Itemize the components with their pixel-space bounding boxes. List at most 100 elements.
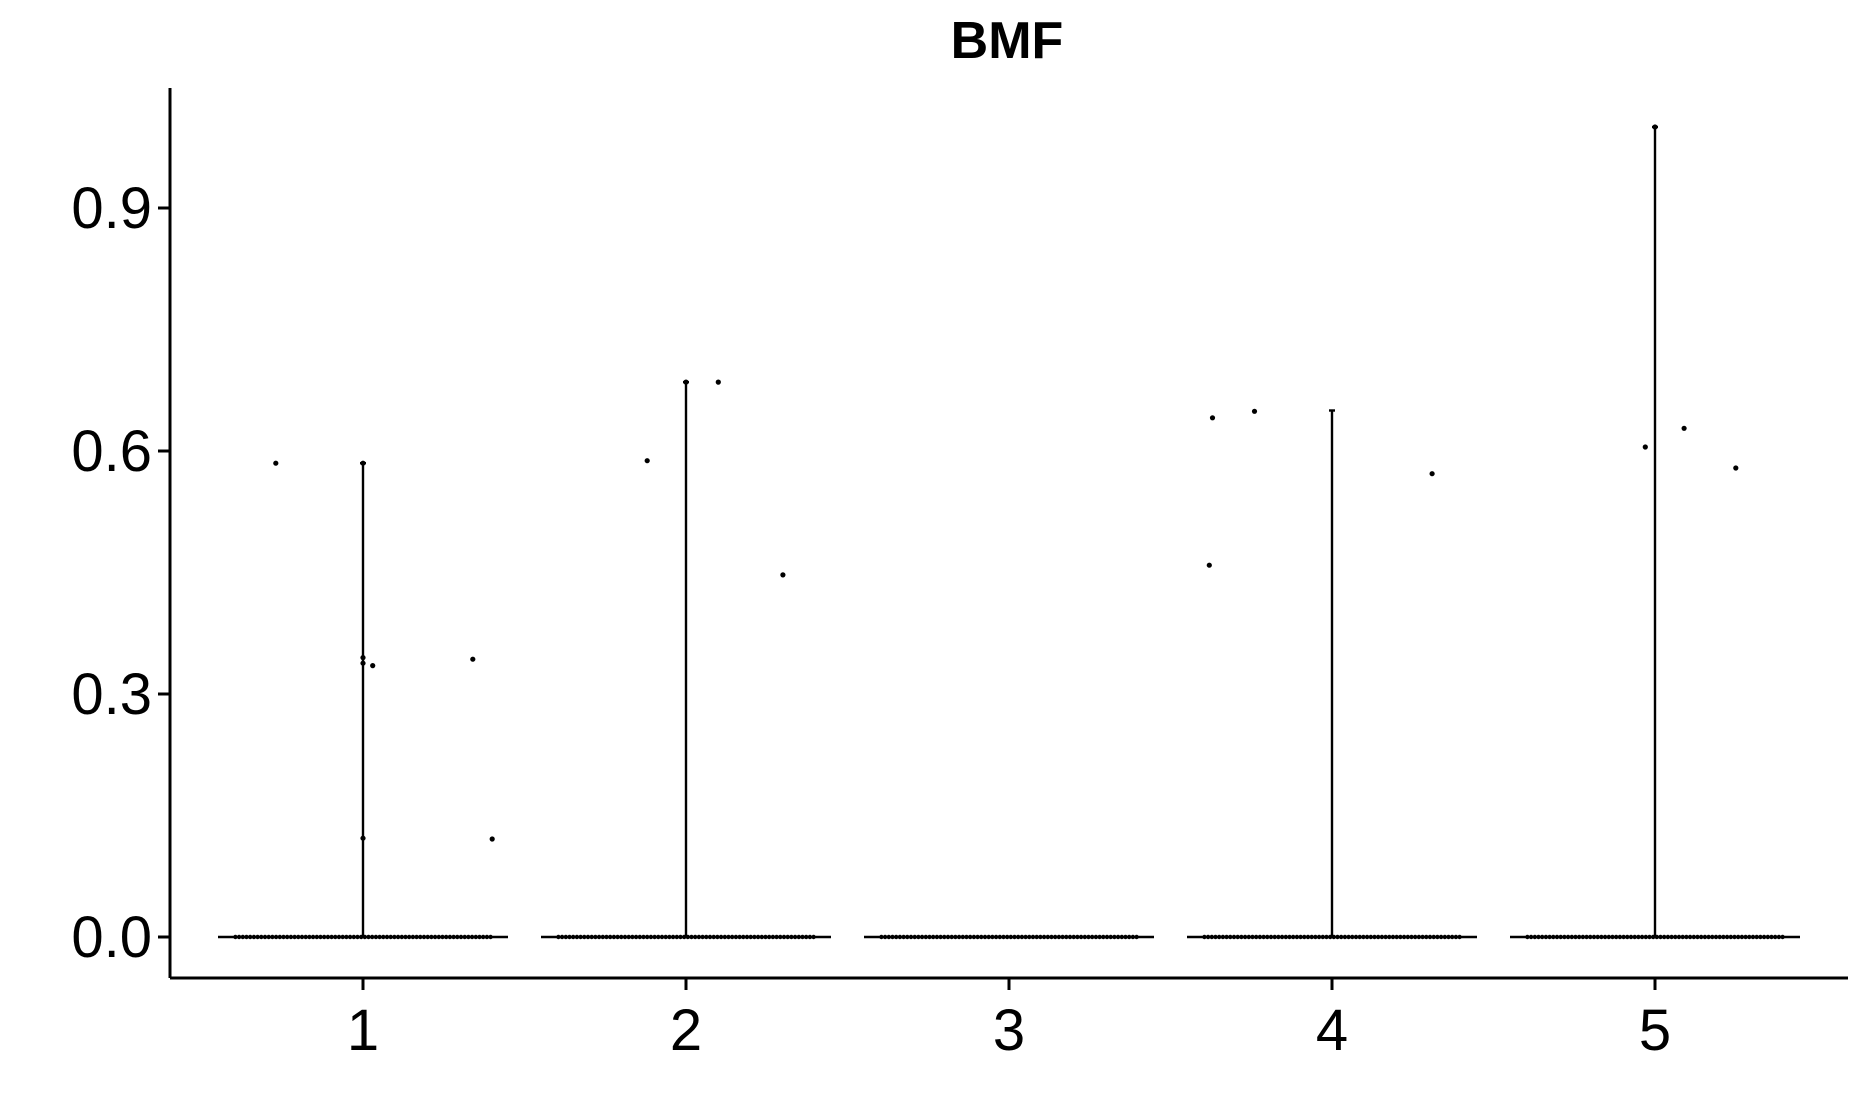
- data-point-zero: [351, 934, 356, 940]
- data-point-zero: [444, 934, 449, 940]
- data-point-zero: [916, 934, 921, 940]
- data-point-zero: [630, 934, 635, 940]
- data-point-zero: [1217, 934, 1222, 940]
- data-point-zero: [674, 934, 679, 940]
- data-point-zero: [1754, 934, 1759, 940]
- data-point-zero: [318, 934, 323, 940]
- data-point-zero: [1665, 934, 1671, 940]
- data-point-zero: [763, 934, 768, 940]
- data-point-zero: [1302, 934, 1307, 940]
- data-point-zero: [894, 934, 899, 940]
- data-point-zero: [1780, 934, 1785, 940]
- data-point-zero: [1071, 934, 1076, 940]
- data-point-zero: [1235, 934, 1240, 940]
- data-point-zero: [1361, 934, 1366, 940]
- data-point-zero: [567, 934, 572, 940]
- data-point-zero: [1390, 934, 1396, 940]
- data-point-zero: [473, 934, 478, 940]
- data-point-zero: [767, 934, 772, 940]
- data-point-zero: [1595, 934, 1600, 940]
- data-point-zero: [619, 934, 624, 940]
- data-point-zero: [1309, 934, 1314, 940]
- data-point-zero: [1265, 934, 1270, 940]
- data-point-zero: [1632, 934, 1637, 940]
- data-point-zero: [986, 934, 991, 940]
- data-point-zero: [1064, 934, 1069, 940]
- data-point-zero: [1209, 934, 1215, 940]
- data-point-zero: [1621, 934, 1626, 940]
- data-point-zero: [1606, 934, 1612, 940]
- data-point-zero: [1654, 934, 1660, 940]
- data-point-zero: [1287, 934, 1292, 940]
- data-point-zero: [1202, 934, 1207, 940]
- data-point-zero: [255, 934, 260, 940]
- data-point: [470, 656, 476, 662]
- data-point-zero: [403, 934, 408, 940]
- data-point-zero: [1075, 934, 1080, 940]
- data-point-zero: [1108, 934, 1113, 940]
- data-point-zero: [296, 934, 301, 940]
- data-point-zero: [1335, 934, 1340, 940]
- chart-title: BMF: [951, 12, 1064, 70]
- data-point-zero: [807, 934, 813, 940]
- data-point-zero: [1413, 934, 1418, 940]
- data-point-zero: [1636, 934, 1641, 940]
- data-point-zero: [968, 934, 973, 940]
- data-point-zero: [1695, 934, 1700, 940]
- data-point-zero: [1409, 934, 1414, 940]
- data-point-zero: [1239, 934, 1244, 940]
- data-point-zero: [1710, 934, 1715, 940]
- data-point-zero: [432, 934, 438, 940]
- data-point-zero: [1279, 934, 1285, 940]
- data-point-zero: [1427, 934, 1433, 940]
- data-point-zero: [469, 934, 475, 940]
- data-point-zero: [1453, 934, 1459, 940]
- data-point-zero: [1684, 934, 1689, 940]
- data-point: [1209, 415, 1216, 421]
- data-point-zero: [1717, 934, 1722, 940]
- data-point-zero: [1758, 934, 1763, 940]
- data-point-zero: [1540, 934, 1545, 940]
- data-point-zero: [1034, 934, 1039, 940]
- data-point-zero: [741, 934, 746, 940]
- y-tick-label: 0.6: [71, 419, 152, 484]
- data-point-zero: [1773, 934, 1778, 940]
- data-point-zero: [1313, 934, 1318, 940]
- data-point-zero: [770, 934, 776, 940]
- data-point-zero: [715, 934, 720, 940]
- data-point-zero: [1435, 934, 1440, 940]
- data-point-zero: [1736, 934, 1741, 940]
- data-point: [1429, 471, 1435, 477]
- y-tick-label: 0.0: [71, 905, 152, 970]
- data-point-zero: [1272, 934, 1277, 940]
- data-point-zero: [1643, 934, 1649, 940]
- data-point-zero: [1765, 934, 1771, 940]
- data-point-zero: [429, 934, 434, 940]
- data-point-zero: [648, 934, 654, 940]
- data-point-zero: [1250, 934, 1255, 940]
- data-point-zero: [1442, 934, 1448, 940]
- data-point-zero: [384, 934, 390, 940]
- data-point-zero: [645, 934, 650, 940]
- data-point-zero: [1053, 934, 1058, 940]
- data-point-zero: [582, 934, 587, 940]
- data-point-zero: [1398, 934, 1403, 940]
- data-point-zero: [307, 934, 312, 940]
- data-point-zero: [1617, 934, 1623, 940]
- data-point-zero: [1577, 934, 1582, 940]
- data-point-zero: [373, 934, 379, 940]
- data-point-zero: [748, 934, 753, 940]
- data-point-zero: [421, 934, 427, 940]
- data-point-zero: [811, 934, 816, 940]
- data-point-zero: [370, 934, 375, 940]
- data-point-zero: [781, 934, 787, 940]
- data-point-zero: [251, 934, 257, 940]
- data-point-zero: [890, 934, 895, 940]
- data-point-zero: [722, 934, 727, 940]
- data-point-zero: [1350, 934, 1355, 940]
- data-point-zero: [1257, 934, 1263, 940]
- data-point-zero: [1213, 934, 1218, 940]
- data-point-zero: [1639, 934, 1645, 940]
- data-point-zero: [1320, 934, 1326, 940]
- data-point-zero: [481, 934, 486, 940]
